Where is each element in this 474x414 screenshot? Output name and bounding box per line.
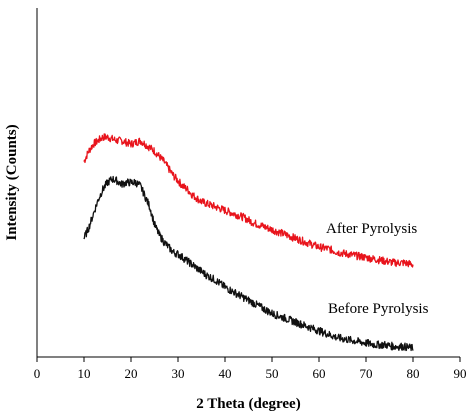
x-tick-label: 50 bbox=[266, 366, 279, 381]
series-line-before-pyrolysis bbox=[83, 175, 414, 352]
x-tick-label: 40 bbox=[219, 366, 232, 381]
series-layer bbox=[83, 133, 414, 352]
x-tick-label: 60 bbox=[313, 366, 326, 381]
x-tick-label: 70 bbox=[360, 366, 373, 381]
x-axis-ticks: 0 10 20 30 40 50 60 70 80 90 bbox=[34, 357, 467, 381]
y-axis-label: Intensity (Counts) bbox=[4, 124, 20, 240]
annotation-before-pyrolysis: Before Pyrolysis bbox=[328, 301, 429, 317]
x-tick-label: 20 bbox=[125, 366, 138, 381]
series-line-after-pyrolysis bbox=[83, 133, 414, 268]
x-axis-label: 2 Theta (degree) bbox=[196, 396, 300, 412]
x-tick-label: 0 bbox=[34, 366, 41, 381]
x-tick-label: 10 bbox=[78, 366, 91, 381]
axes-layer bbox=[36, 8, 460, 358]
annotation-after-pyrolysis: After Pyrolysis bbox=[326, 221, 417, 237]
x-tick-label: 30 bbox=[172, 366, 185, 381]
x-tick-label: 80 bbox=[407, 366, 420, 381]
x-tick-label: 90 bbox=[454, 366, 467, 381]
